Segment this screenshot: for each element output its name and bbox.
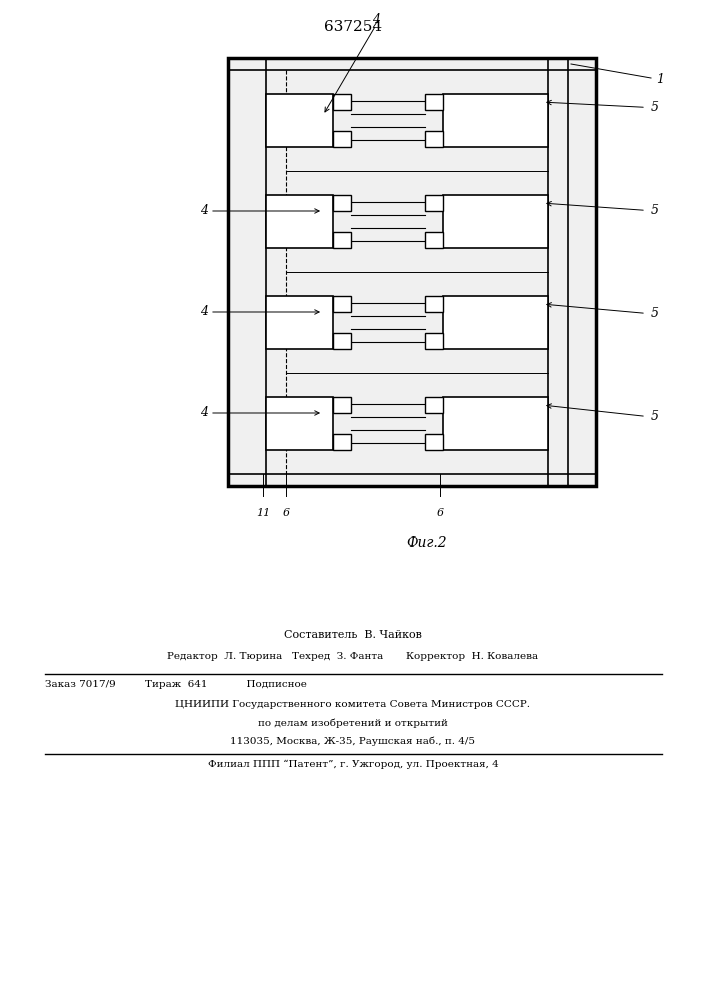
Bar	[443, 94, 548, 147]
Bar	[425, 94, 443, 110]
Text: 1: 1	[656, 73, 664, 86]
Bar	[333, 296, 351, 312]
Text: 4: 4	[200, 305, 208, 318]
Bar	[425, 232, 443, 248]
Bar	[333, 131, 351, 147]
Text: 11: 11	[256, 508, 270, 518]
Text: 5: 5	[651, 204, 659, 217]
Bar	[231, 61, 593, 483]
Bar	[443, 296, 548, 349]
Text: 4: 4	[372, 13, 380, 26]
Bar	[266, 296, 333, 349]
Text: 5: 5	[651, 101, 659, 114]
Bar	[333, 94, 351, 110]
Bar	[333, 397, 351, 413]
Text: 6: 6	[436, 508, 443, 518]
Bar	[333, 195, 351, 211]
Bar	[333, 434, 351, 450]
Bar	[443, 195, 548, 248]
Text: по делам изобретений и открытий: по делам изобретений и открытий	[258, 718, 448, 728]
Bar	[333, 333, 351, 349]
Bar	[425, 397, 443, 413]
Bar	[425, 296, 443, 312]
Bar	[266, 397, 333, 450]
Bar	[443, 397, 548, 450]
Bar	[425, 195, 443, 211]
Bar	[425, 131, 443, 147]
Text: 5: 5	[651, 307, 659, 320]
Text: Заказ 7017/9         Тираж  641            Подписное: Заказ 7017/9 Тираж 641 Подписное	[45, 680, 307, 689]
Text: ЦНИИПИ Государственного комитета Совета Министров СССР.: ЦНИИПИ Государственного комитета Совета …	[175, 700, 530, 709]
Text: 4: 4	[200, 204, 208, 217]
Text: Составитель  В. Чайков: Составитель В. Чайков	[284, 630, 422, 640]
Text: 637254: 637254	[324, 20, 382, 34]
Text: Филиал ППП “Патент”, г. Ужгород, ул. Проектная, 4: Филиал ППП “Патент”, г. Ужгород, ул. Про…	[208, 760, 498, 769]
Text: Редактор  Л. Тюрина   Техред  З. Фанта       Корректор  Н. Ковалева: Редактор Л. Тюрина Техред З. Фанта Корре…	[168, 652, 539, 661]
Text: 113035, Москва, Ж-35, Раушская наб., п. 4/5: 113035, Москва, Ж-35, Раушская наб., п. …	[230, 736, 476, 746]
Bar	[333, 232, 351, 248]
Text: 4: 4	[200, 406, 208, 419]
Bar	[266, 195, 333, 248]
Bar	[266, 94, 333, 147]
Text: 6: 6	[282, 508, 290, 518]
Bar	[228, 58, 596, 486]
Text: 5: 5	[651, 410, 659, 423]
Bar	[425, 434, 443, 450]
Text: Фиг.2: Фиг.2	[407, 536, 448, 550]
Bar	[425, 333, 443, 349]
